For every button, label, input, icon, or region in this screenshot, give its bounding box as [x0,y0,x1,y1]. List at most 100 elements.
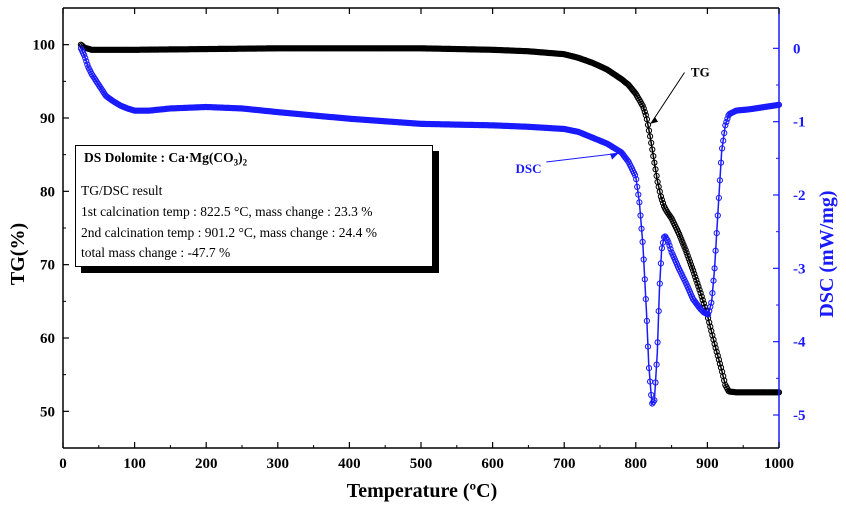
data-point-dsc [713,230,720,237]
x-tick-label: 900 [696,456,719,472]
y-right-tick-label: -1 [793,115,806,131]
data-point-tg [716,360,724,367]
data-point-tg [684,252,691,259]
data-point-tg [699,296,706,304]
data-point-tg [719,368,726,375]
data-point-tg [643,116,651,123]
dsc-callout-label: DSC [516,161,542,176]
data-point-tg [714,352,721,359]
y-left-tick-label: 70 [40,258,55,274]
x-tick-label: 800 [625,456,648,472]
data-point-dsc [652,379,659,386]
y-left-tick-label: 80 [40,184,55,200]
y-right-tick-label: -4 [793,335,806,351]
y-right-tick-label: -3 [793,261,806,277]
data-point-tg [652,166,659,173]
data-point-dsc [707,303,714,310]
x-tick-label: 700 [553,456,576,472]
axes: 0 100 200 300 400 500 600 700 800 900 100050607080… [33,7,806,472]
data-point-tg [642,112,649,119]
infobox-line-result: TG/DSC result [81,183,163,198]
data-point-dsc [708,299,715,306]
data-point-tg [647,133,654,140]
y-right-tick-label: 0 [793,41,801,57]
data-point-tg [709,332,716,339]
infobox-line-1st: 1st calcination temp : 822.5 °C, mass ch… [81,204,373,219]
data-point-dsc [83,58,90,65]
x-tick-label: 500 [410,456,433,472]
tg-callout-arrow-head [649,116,658,124]
data-point-tg [707,323,714,330]
data-point-tg [649,146,656,153]
infobox-title-prefix: DS Dolomite : Ca·Mg(CO [84,150,234,165]
data-point-dsc [638,225,645,232]
series-dsc [77,45,783,407]
data-point-tg [720,373,727,380]
data-point-tg [706,319,713,326]
result-infobox: DS Dolomite : Ca·Mg(CO3)2 TG/DSC result … [75,145,433,267]
data-point-tg [639,102,646,109]
data-point-tg [691,270,698,277]
x-tick-label: 400 [338,456,361,472]
data-point-tg [698,293,705,300]
data-point-tg [683,249,690,256]
y-left-tick-label: 50 [40,404,55,420]
data-point-dsc [651,397,658,404]
data-point-tg [688,264,696,271]
data-point-tg [653,172,660,179]
data-point-dsc [722,122,729,129]
infobox-line-total: total mass change : -47.7 % [81,245,231,260]
data-point-tg [641,108,648,115]
data-point-dsc [632,172,639,179]
data-point-tg [717,364,725,371]
data-point-tg [697,289,704,297]
y-left-tick-label: 90 [40,111,55,127]
x-tick-label: 200 [195,456,218,472]
data-point-dsc [715,194,723,201]
plot-area [77,41,783,407]
data-point-dsc [641,276,648,283]
data-point-dsc [666,242,673,249]
data-point-tg [651,159,658,166]
data-point-dsc [723,118,730,126]
data-point-tg [712,344,719,351]
data-point-dsc [653,361,660,368]
infobox-title: DS Dolomite : Ca·Mg(CO3)2 [84,150,247,168]
data-point-dsc [665,239,672,246]
infobox-title-suffix: ) [238,150,243,165]
data-point-tg [715,356,723,363]
data-point-dsc [650,398,657,405]
dsc-callout-arrow-head [610,152,620,160]
data-point-tg [696,286,703,293]
data-point-dsc [636,199,643,206]
y-left-tick-label: 100 [33,38,56,54]
data-point-tg [695,283,702,290]
data-point-tg [640,105,647,112]
data-point-tg [645,127,653,134]
data-point-dsc [706,307,713,315]
data-point-dsc [645,365,653,372]
data-point-tg [686,258,694,265]
y-right-tick-label: -2 [793,188,806,204]
dsc-callout-arrow-line [546,153,617,163]
annotations: TG DSC [516,65,710,177]
infobox-line-2nd: 2nd calcination temp : 901.2 °C, mass ch… [81,225,377,240]
data-point-tg [693,277,700,284]
data-point-dsc [667,245,674,252]
data-point-dsc [635,191,642,198]
data-point-dsc [640,256,647,263]
data-point-tg [713,348,720,355]
data-point-dsc [709,290,716,297]
data-point-dsc [648,391,655,399]
y-right-axis-title: DSC (mW/mg) [816,190,838,317]
data-point-tg [710,336,717,343]
y-left-tick-label: 60 [40,331,55,347]
data-point-dsc [721,129,728,137]
data-point-tg [644,121,652,129]
data-point-tg [721,377,728,384]
data-point-tg [694,280,701,287]
data-point-dsc [717,159,725,166]
data-point-dsc [720,137,727,144]
data-point-dsc [637,212,644,219]
